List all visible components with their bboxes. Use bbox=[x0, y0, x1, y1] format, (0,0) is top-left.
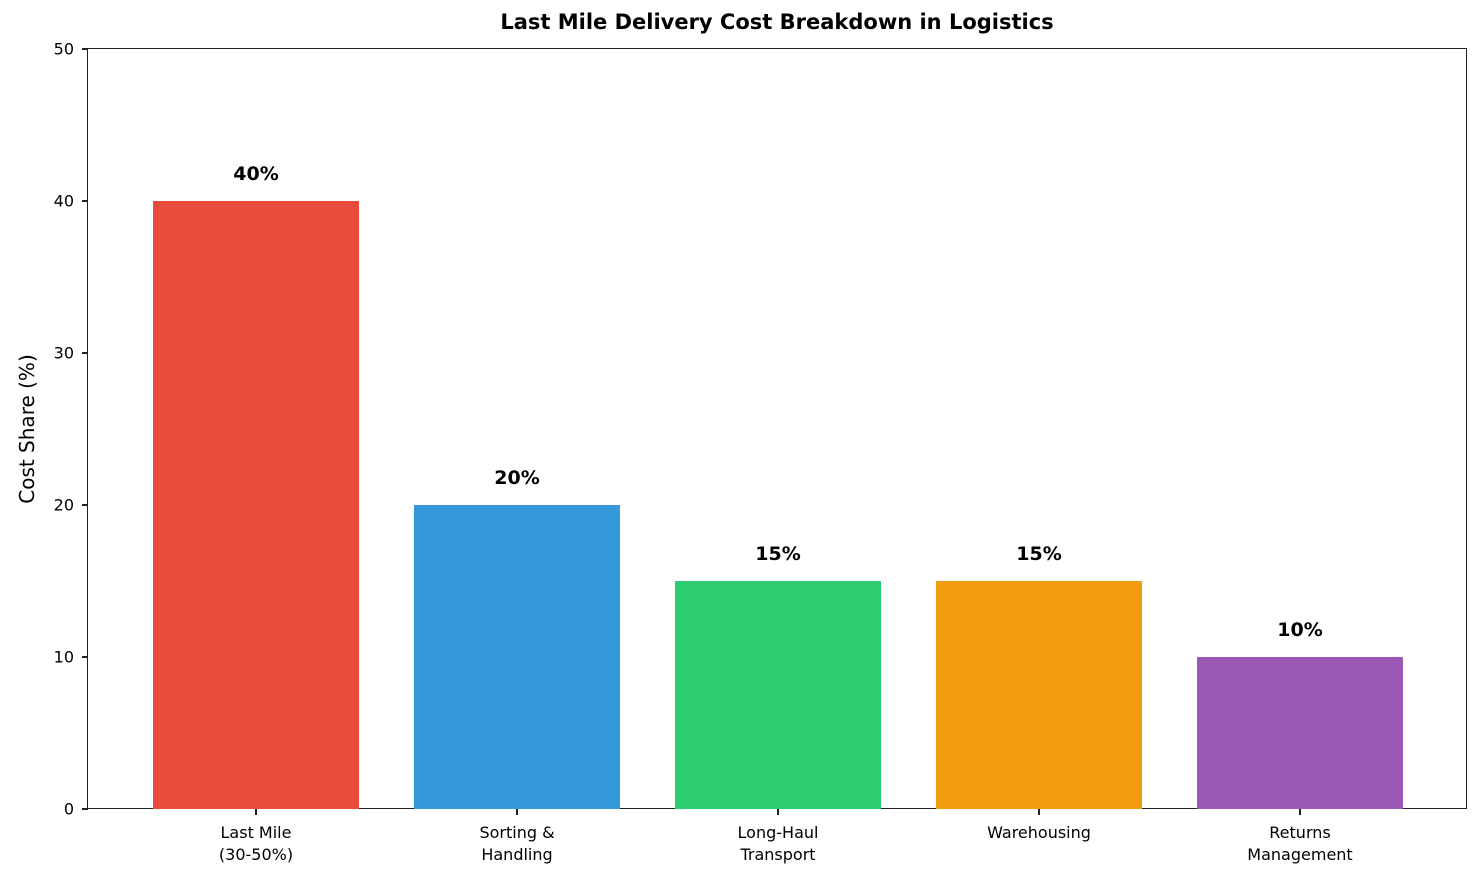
x-tick bbox=[1038, 809, 1040, 815]
bar-value-label: 40% bbox=[233, 163, 279, 185]
y-tick bbox=[82, 352, 88, 354]
y-tick bbox=[82, 808, 88, 810]
y-tick-label: 50 bbox=[53, 39, 74, 59]
y-tick-label: 30 bbox=[53, 343, 74, 363]
y-tick bbox=[82, 656, 88, 658]
bar bbox=[153, 201, 359, 809]
x-tick bbox=[777, 809, 779, 815]
bar-value-label: 15% bbox=[1016, 543, 1062, 565]
y-axis-label: Cost Share (%) bbox=[15, 354, 39, 504]
bar-value-label: 20% bbox=[494, 467, 540, 489]
x-tick-label: Last Mile (30-50%) bbox=[218, 823, 294, 864]
y-tick-label: 0 bbox=[63, 799, 74, 819]
y-tick bbox=[82, 504, 88, 506]
x-tick-label: Long-Haul Transport bbox=[737, 823, 819, 864]
bar-value-label: 10% bbox=[1277, 619, 1323, 641]
x-tick-label: Returns Management bbox=[1247, 823, 1353, 864]
x-tick-label: Sorting & Handling bbox=[479, 823, 555, 864]
y-tick bbox=[82, 48, 88, 50]
x-tick bbox=[516, 809, 518, 815]
bar bbox=[414, 505, 620, 809]
x-tick-label: Warehousing bbox=[987, 823, 1091, 842]
bar bbox=[675, 581, 881, 809]
bar bbox=[936, 581, 1142, 809]
bar bbox=[1197, 657, 1403, 809]
y-tick-label: 20 bbox=[53, 495, 74, 515]
x-tick bbox=[1299, 809, 1301, 815]
x-tick bbox=[255, 809, 257, 815]
bar-value-label: 15% bbox=[755, 543, 801, 565]
y-tick-label: 10 bbox=[53, 647, 74, 667]
y-tick-label: 40 bbox=[53, 191, 74, 211]
chart-title: Last Mile Delivery Cost Breakdown in Log… bbox=[500, 10, 1054, 34]
y-tick bbox=[82, 200, 88, 202]
